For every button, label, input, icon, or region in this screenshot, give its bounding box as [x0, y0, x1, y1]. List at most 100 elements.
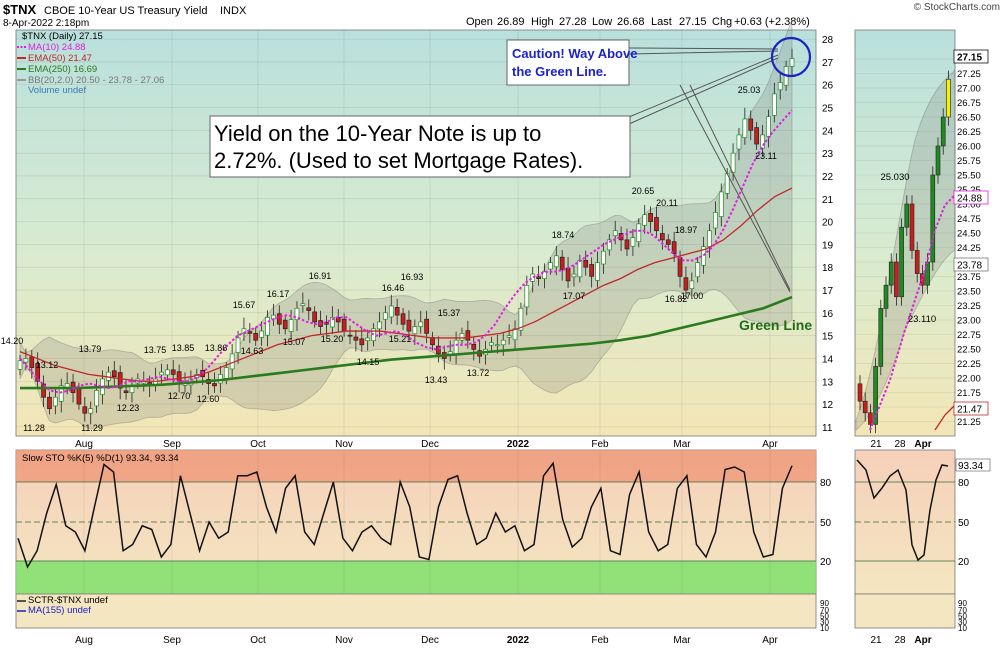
- price-label: 15.20: [321, 334, 344, 344]
- right-badge: 23.78: [957, 261, 982, 272]
- price-label: 17.00: [681, 291, 704, 301]
- candle: [359, 338, 365, 346]
- candle: [636, 223, 642, 243]
- candle: [559, 256, 565, 270]
- candle: [665, 239, 671, 245]
- candle: [64, 383, 70, 388]
- candle: [58, 385, 64, 402]
- candle: [583, 260, 589, 268]
- candle: [518, 307, 524, 331]
- candle: [683, 277, 689, 291]
- right-badge: 24.88: [957, 194, 982, 205]
- zoom-candle: [899, 226, 904, 298]
- badge-box: [953, 401, 989, 416]
- zoom-candle: [930, 174, 936, 263]
- candle: [689, 280, 695, 290]
- y-tick-label: 15: [822, 332, 834, 343]
- x-month-label: Aug: [75, 439, 93, 450]
- zoom-candle: [888, 261, 894, 286]
- candle: [400, 313, 406, 325]
- zoom-panel: [854, 29, 956, 437]
- bollinger-band: [19, 20, 793, 430]
- zoom-candle: [873, 366, 878, 425]
- x-axis: Aug Aug Sep Sep Oct Oct Nov Nov Dec Dec 2022 2022 Fe…: [75, 439, 778, 646]
- x-month-label: Feb: [591, 439, 609, 450]
- price-label: 15.07: [283, 337, 306, 347]
- zoom-tick-label: 24.50: [957, 229, 981, 240]
- price-label: 16.82: [665, 294, 688, 304]
- candle: [642, 214, 648, 226]
- zoom-tick-label: 23.00: [957, 316, 981, 327]
- y-tick-label: 20: [822, 218, 834, 229]
- caution-text-2: the Green Line.: [512, 64, 607, 79]
- high-label: High: [531, 16, 554, 28]
- candle: [660, 233, 665, 241]
- candle: [306, 307, 312, 311]
- candle: [542, 271, 547, 279]
- x-month-label: Oct: [250, 439, 266, 450]
- zoom-x-label: Apr: [914, 439, 931, 450]
- legend-ema50: EMA(50) 21.47: [28, 53, 92, 64]
- candle: [601, 250, 606, 265]
- zoom-candle: [862, 400, 868, 414]
- price-label: 17.07: [563, 291, 586, 301]
- y-tick-label: 24: [822, 126, 834, 137]
- price-y-axis: 11 12 13 14 15 16 17 18 19 20 21 22 23 24 25 26 27 28: [822, 35, 834, 434]
- y-tick-label: 25: [822, 104, 834, 115]
- zoom-tick-label: 27.00: [957, 84, 981, 95]
- zoom-tick-label: 26.50: [957, 113, 981, 124]
- price-label: 14.63: [241, 346, 264, 356]
- zoom-candle: [894, 261, 899, 298]
- x-month-label-bottom: Sep: [163, 635, 181, 646]
- candle: [23, 358, 29, 363]
- caution-box: [506, 39, 630, 86]
- x-month-label: Apr: [762, 439, 778, 450]
- zoom-candle: [857, 383, 863, 402]
- price-label: 14.15: [357, 357, 380, 367]
- chg-label: Chg: [712, 16, 732, 28]
- candle: [648, 213, 653, 222]
- candle: [41, 383, 46, 398]
- x-month-label-bottom: Apr: [762, 635, 778, 646]
- svg-text:90: 90: [958, 599, 967, 608]
- y-tick-label: 12: [822, 400, 834, 411]
- y-tick-label: 18: [822, 263, 834, 274]
- candle: [742, 118, 748, 139]
- x-month-label: Sep: [163, 439, 181, 450]
- candle: [789, 58, 795, 67]
- open-value: 26.89: [497, 16, 525, 28]
- zoom-tick-label: 22.50: [957, 345, 981, 356]
- datetime: 8-Apr-2022 2:18pm: [3, 18, 89, 29]
- zoom-ema50: [934, 404, 956, 431]
- exchange: INDX: [220, 5, 247, 17]
- candle: [695, 262, 701, 278]
- legend-ma10: MA(10) 24.88: [28, 42, 86, 53]
- zoom-x-label-bottom: Apr: [914, 635, 931, 646]
- x-month-label-bottom: Aug: [75, 635, 93, 646]
- candle: [553, 255, 559, 268]
- candle: [312, 311, 318, 323]
- price-labels: 14.20 11.28 13.12 11.29 13.79 12.23 13.75 12.70…: [1, 85, 777, 433]
- candle: [377, 321, 382, 330]
- zoom-content: 25.030 23.110: [855, 58, 956, 434]
- candle: [736, 134, 742, 150]
- candle: [436, 345, 441, 355]
- candle: [383, 312, 388, 320]
- ema250-line: [20, 295, 793, 390]
- y-tick-label: 27: [822, 58, 834, 69]
- zoom-tick-label: 25.00: [957, 200, 981, 211]
- x-month-label-bottom: 2022: [507, 635, 530, 646]
- zoom-candle: [940, 116, 946, 147]
- chg-value: +0.63 (+2.38%): [734, 16, 810, 28]
- zoom-candle: [904, 203, 910, 228]
- candle: [394, 307, 400, 316]
- candle: [577, 260, 583, 278]
- candle: [212, 383, 217, 387]
- x-month-label-bottom: Oct: [250, 635, 266, 646]
- zoom-tick-label: 21.75: [957, 388, 981, 399]
- price-label: 16.93: [401, 272, 424, 282]
- candle: [771, 93, 777, 116]
- sto-legend: Slow STO %K(5) %D(1) 93.34, 93.34: [22, 453, 179, 464]
- sctr-legend-2: MA(155) undef: [28, 605, 91, 616]
- last-value: 27.15: [679, 16, 707, 28]
